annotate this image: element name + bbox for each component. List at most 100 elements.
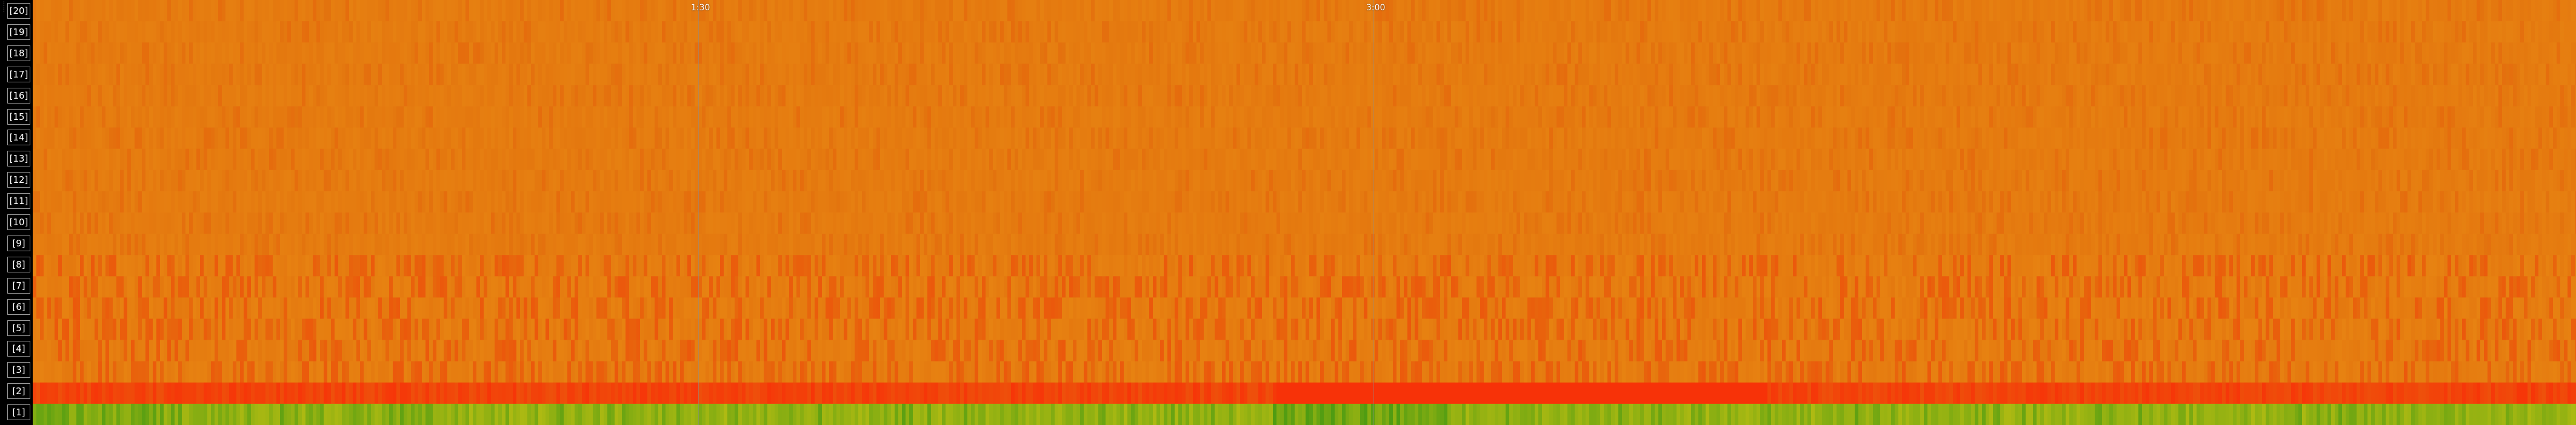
heatmap-cell (1418, 85, 1422, 107)
settings-icon[interactable]: ⋮ ⋮ (1, 1, 7, 13)
heatmap-cell (1709, 0, 1713, 22)
heatmap-cell (996, 0, 1000, 22)
heatmap-cell (778, 127, 782, 150)
heatmap-cell (2313, 64, 2317, 85)
heatmap-cell (2182, 127, 2186, 150)
heatmap-cell (1509, 106, 1513, 128)
heatmap-cell (2557, 85, 2560, 107)
heatmap-cell (465, 127, 469, 150)
row-label[interactable]: [7] (7, 277, 30, 294)
heatmap-cell (935, 42, 938, 64)
heatmap-cell (2167, 0, 2171, 22)
heatmap-cell (1131, 85, 1135, 107)
heatmap-cell (1800, 0, 1804, 22)
heatmap-cell (1164, 127, 1167, 150)
heatmap-cell (1538, 21, 1542, 43)
heatmap-cell (2189, 127, 2193, 150)
row-label[interactable]: [12] (7, 172, 30, 188)
heatmap-cell (1575, 127, 1578, 150)
heatmap-cell (2531, 42, 2535, 64)
heatmap-cell (1007, 106, 1011, 128)
row-label[interactable]: [4] (7, 341, 30, 357)
heatmap-cell (651, 85, 655, 107)
heatmap-cell (1698, 106, 1702, 128)
row-label[interactable]: [8] (7, 256, 30, 272)
heatmap-cell (116, 0, 120, 22)
heatmap-cell (604, 64, 607, 85)
heatmap-cell (1487, 21, 1491, 43)
heatmap-cell (2546, 42, 2549, 64)
heatmap-cell (546, 127, 549, 150)
heatmap-cell (1898, 106, 1902, 128)
row-label[interactable]: [20] (7, 3, 30, 19)
heatmap-cell (2080, 42, 2084, 64)
heatmap-cell (138, 148, 142, 171)
heatmap-cell (167, 85, 171, 107)
heatmap-cell (880, 21, 884, 43)
row-label[interactable]: [11] (7, 193, 30, 209)
row-label[interactable]: [1] (7, 404, 30, 421)
row-label[interactable]: [5] (7, 320, 30, 336)
heatmap-cell (2277, 106, 2280, 128)
heatmap-cell (535, 106, 538, 128)
heatmap-cell (142, 42, 145, 64)
heatmap-cell (2222, 0, 2226, 22)
heatmap-cell (2164, 64, 2167, 85)
heatmap-cell (276, 148, 280, 171)
heatmap-cell (2157, 85, 2160, 107)
row-label[interactable]: [3] (7, 362, 30, 378)
heatmap-cell (873, 106, 876, 128)
row-label[interactable]: [16] (7, 87, 30, 104)
heatmap-cell (2360, 64, 2364, 85)
row-label[interactable]: [10] (7, 214, 30, 230)
heatmap-cell (611, 42, 615, 64)
heatmap-cell (73, 42, 76, 64)
heatmap-cell (1847, 42, 1851, 64)
row-label[interactable]: [13] (7, 151, 30, 167)
heatmap-cell (673, 85, 676, 107)
row-label[interactable]: [6] (7, 298, 30, 315)
row-label[interactable]: [14] (7, 130, 30, 146)
heatmap-cell (2440, 106, 2444, 128)
heatmap-cell (1044, 127, 1047, 150)
heatmap-cell (1295, 127, 1298, 150)
heatmap-cell (447, 85, 451, 107)
heatmap-cell (516, 127, 520, 150)
heatmap-cell (1302, 85, 1306, 107)
heatmap-area[interactable]: 1:30 3:00 (33, 0, 2576, 425)
heatmap-cell (2007, 106, 2011, 128)
row-label[interactable]: [18] (7, 45, 30, 61)
heatmap-cell (2448, 127, 2451, 150)
heatmap-cell (98, 85, 102, 107)
heatmap-cell (1840, 21, 1844, 43)
heatmap-cell (1436, 106, 1440, 128)
heatmap-cell (1389, 85, 1393, 107)
heatmap-cell (316, 85, 320, 107)
row-label[interactable]: [9] (7, 235, 30, 251)
heatmap-cell (80, 127, 84, 150)
heatmap-cell (2491, 21, 2495, 43)
row-label[interactable]: [2] (7, 383, 30, 400)
heatmap-cell (851, 0, 855, 22)
heatmap-cell (142, 21, 145, 43)
heatmap-cell (2284, 0, 2287, 22)
heatmap-cell (1782, 85, 1786, 107)
heatmap-cell (2011, 127, 2015, 150)
heatmap-cell (1393, 64, 1396, 85)
heatmap-cell (2324, 42, 2327, 64)
heatmap-cell (1386, 127, 1389, 150)
heatmap-cell (2200, 64, 2204, 85)
heatmap-cell (476, 64, 480, 85)
heatmap-cell (1000, 0, 1004, 22)
heatmap-cell (422, 64, 425, 85)
heatmap-cell (153, 64, 156, 85)
heatmap-cell (113, 42, 116, 64)
row-label[interactable]: [17] (7, 66, 30, 82)
heatmap-cell (2098, 0, 2102, 22)
heatmap-cell (796, 85, 800, 107)
heatmap-cell (335, 42, 338, 64)
row-label[interactable]: [19] (7, 24, 30, 40)
heatmap-cell (669, 42, 673, 64)
row-label[interactable]: [15] (7, 108, 30, 125)
heatmap-cell (760, 85, 764, 107)
